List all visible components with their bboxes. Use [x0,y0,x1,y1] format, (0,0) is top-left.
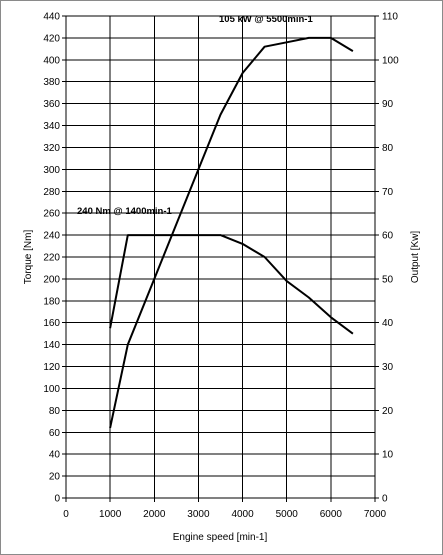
y-tick-label: 80 [49,406,61,417]
y-tick-label: 100 [43,384,60,395]
y2-tick-label: 20 [382,406,394,417]
x-tick-label: 2000 [143,509,166,520]
x-tick-label: 1000 [99,509,122,520]
y-tick-label: 20 [49,472,61,483]
x-tick-label: 4000 [231,509,254,520]
y-tick-label: 260 [43,209,60,220]
y2-tick-label: 80 [382,143,394,154]
series-lines [109,36,354,429]
y-tick-label: 280 [43,187,60,198]
y-tick-label: 400 [43,55,60,66]
x-tick-label: 6000 [320,509,343,520]
y-tick-label: 180 [43,296,60,307]
y-tick-label: 360 [43,99,60,110]
x-tick-label: 7000 [364,509,387,520]
y2-tick-label: 40 [382,318,394,329]
y-tick-label: 240 [43,231,60,242]
y-tick-label: 320 [43,143,60,154]
y-tick-label: 140 [43,340,60,351]
y2-tick-label: 30 [382,362,394,373]
y-tick-label: 300 [43,165,60,176]
y2-tick-label: 110 [382,12,398,23]
y-tick-label: 200 [43,274,60,285]
x-axis-title: Engine speed [min-1] [173,532,268,543]
output-peak-annotation: 105 kW @ 5500min-1 [219,14,313,25]
y-axis-title: Torque [Nm] [23,230,34,285]
torque-series-line [109,234,354,335]
y-tick-label: 220 [43,253,60,264]
grid [62,15,379,502]
y-tick-label: 420 [43,33,60,44]
tick-labels: 0204060801001201401601802002202402602803… [43,12,399,521]
y2-tick-label: 0 [382,494,388,505]
y-tick-label: 340 [43,121,60,132]
y2-tick-label: 100 [382,55,399,66]
y-tick-label: 120 [43,362,60,373]
y2-tick-label: 60 [382,231,394,242]
torque-peak-annotation: 240 Nm @ 1400min-1 [77,206,173,217]
y-tick-label: 0 [54,494,60,505]
plot-border [65,15,376,499]
y2-tick-label: 10 [382,450,394,461]
y2-tick-label: 90 [382,99,394,110]
x-tick-label: 0 [63,509,69,520]
y-tick-label: 160 [43,318,60,329]
y-tick-label: 380 [43,77,60,88]
y-tick-label: 440 [43,12,60,23]
x-tick-label: 5000 [276,509,299,520]
y2-tick-label: 70 [382,187,394,198]
y2-axis-title: Output [Kw] [410,231,421,283]
y-tick-label: 60 [49,428,61,439]
y-tick-label: 40 [49,450,61,461]
output-series-line [109,36,354,429]
y2-tick-label: 50 [382,274,394,285]
x-tick-label: 3000 [187,509,210,520]
